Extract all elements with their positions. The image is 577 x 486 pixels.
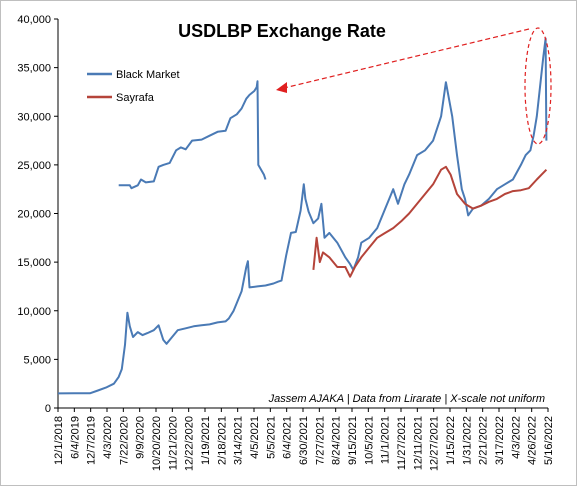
legend-label-black-market: Black Market xyxy=(116,69,180,81)
highlight-ellipse xyxy=(524,27,552,145)
y-axis: 0 5,000 10,000 15,000 20,000 25,000 30,000 35,0… xyxy=(17,14,59,415)
comparison-arrow-head xyxy=(276,82,287,93)
legend: Black Market Sayrafa xyxy=(87,69,180,104)
x-tick-label: 4/3/2020 xyxy=(102,416,114,459)
x-tick-label: 1/19/2021 xyxy=(200,416,212,465)
x-tick-label: 11/21/2020 xyxy=(167,416,179,470)
y-tick-label: 10,000 xyxy=(17,306,51,318)
series-line-sayrafa xyxy=(312,165,548,278)
comparison-arrow xyxy=(283,28,530,89)
x-tick-label: 11/27/2021 xyxy=(396,416,408,470)
series-layer xyxy=(57,37,548,395)
y-tick-label: 25,000 xyxy=(17,160,51,172)
series-line-black-market xyxy=(57,37,548,395)
y-tick-label: 0 xyxy=(45,403,51,415)
x-tick-label: 6/30/2021 xyxy=(298,416,310,465)
x-tick-label: 7/27/2021 xyxy=(314,416,326,465)
y-tick-label: 40,000 xyxy=(17,14,51,26)
x-tick-label: 10/5/2021 xyxy=(363,416,375,465)
y-tick-label: 20,000 xyxy=(17,209,51,221)
x-tick-label: 11/1/2021 xyxy=(380,416,392,464)
x-tick-label: 12/11/2021 xyxy=(412,416,424,470)
x-tick-label: 7/22/2020 xyxy=(118,416,130,465)
x-tick-label: 6/4/2021 xyxy=(282,416,294,459)
x-tick-label: 12/27/2021 xyxy=(429,416,441,471)
x-tick-label: 12/7/2019 xyxy=(86,416,98,465)
x-tick-label: 8/24/2021 xyxy=(331,416,343,465)
x-tick-label: 3/14/2021 xyxy=(233,416,245,465)
y-tick-label: 35,000 xyxy=(17,63,51,75)
x-tick-label: 4/5/2021 xyxy=(249,416,261,459)
x-tick-label: 9/9/2020 xyxy=(135,416,147,459)
x-tick-label: 6/4/2019 xyxy=(69,416,81,459)
x-tick-label: 2/18/2021 xyxy=(216,416,228,465)
y-tick-label: 30,000 xyxy=(17,111,51,123)
x-tick-label: 4/3/2022 xyxy=(510,416,522,459)
x-tick-label: 2/21/2022 xyxy=(478,416,490,465)
x-tick-label: 4/26/2022 xyxy=(527,416,539,465)
x-tick-label: 1/31/2022 xyxy=(461,416,473,465)
x-tick-label: 3/17/2022 xyxy=(494,416,506,465)
source-note: Jassem AJAKA | Data from Lirarate | X-sc… xyxy=(268,393,545,405)
x-tick-label: 12/22/2020 xyxy=(184,416,196,471)
x-tick-label: 12/1/2018 xyxy=(53,416,65,465)
x-tick-label: 5/16/2022 xyxy=(543,416,555,465)
legend-label-sayrafa: Sayrafa xyxy=(116,92,155,104)
series-line-black-market-earlier-period xyxy=(118,80,267,190)
x-tick-label: 10/20/2020 xyxy=(151,416,163,471)
x-tick-label: 1/15/2022 xyxy=(445,416,457,465)
x-tick-label: 5/5/2021 xyxy=(265,416,277,459)
annotations: Jassem AJAKA | Data from Lirarate | X-sc… xyxy=(268,27,552,405)
chart-title: USDLBP Exchange Rate xyxy=(178,21,386,41)
x-axis: 12/1/2018 6/4/2019 12/7/2019 4/3/2020 7/22/2… xyxy=(53,407,555,471)
y-tick-label: 5,000 xyxy=(23,354,51,366)
x-tick-label: 9/15/2021 xyxy=(347,416,359,465)
y-tick-label: 15,000 xyxy=(17,257,51,269)
